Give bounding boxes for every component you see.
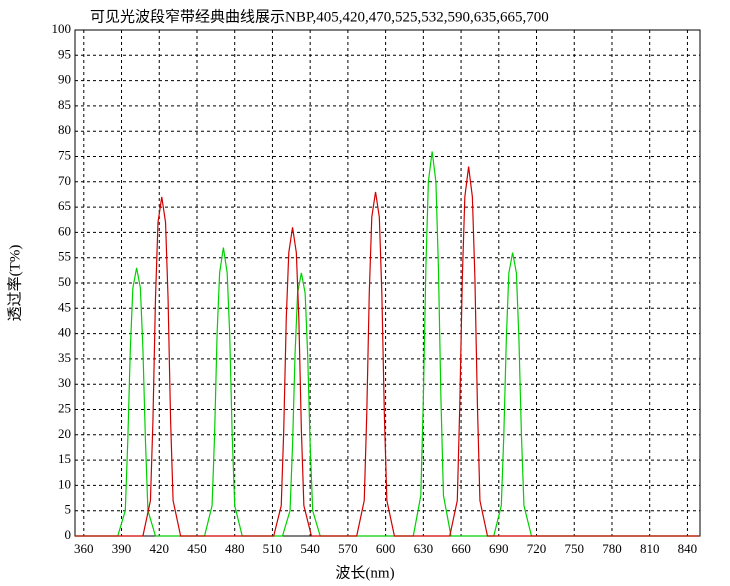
- x-tick-label: 810: [640, 541, 660, 556]
- y-tick-label: 90: [58, 72, 71, 87]
- x-tick-label: 660: [451, 541, 471, 556]
- y-tick-label: 35: [58, 350, 71, 365]
- spectrum-line: [75, 151, 700, 537]
- y-tick-label: 15: [58, 451, 71, 466]
- y-tick-label: 40: [58, 325, 71, 340]
- x-tick-label: 720: [527, 541, 547, 556]
- x-tick-label: 480: [225, 541, 245, 556]
- y-tick-label: 60: [58, 223, 71, 238]
- y-tick-label: 65: [58, 198, 71, 213]
- y-tick-label: 25: [58, 400, 71, 415]
- x-axis-label: 波长(nm): [335, 564, 394, 581]
- y-tick-label: 70: [58, 173, 71, 188]
- y-tick-label: 75: [58, 147, 71, 162]
- x-tick-label: 630: [414, 541, 434, 556]
- x-tick-label: 390: [112, 541, 132, 556]
- y-tick-label: 95: [58, 46, 71, 61]
- y-tick-label: 100: [52, 21, 72, 36]
- x-tick-label: 420: [150, 541, 170, 556]
- x-tick-label: 750: [564, 541, 584, 556]
- y-tick-label: 30: [58, 375, 71, 390]
- x-tick-label: 600: [376, 541, 396, 556]
- x-tick-label: 540: [300, 541, 320, 556]
- spectrum-line: [75, 166, 700, 537]
- x-tick-label: 840: [678, 541, 698, 556]
- x-tick-label: 450: [187, 541, 207, 556]
- y-tick-label: 50: [58, 274, 71, 289]
- chart-title: 可见光波段窄带经典曲线展示NBP,405,420,470,525,532,590…: [90, 7, 549, 25]
- y-axis-label: 透过率(T%): [6, 245, 23, 322]
- x-tick-label: 360: [74, 541, 94, 556]
- y-tick-label: 80: [58, 122, 71, 137]
- y-tick-label: 55: [58, 249, 71, 264]
- x-tick-label: 510: [263, 541, 283, 556]
- x-tick-label: 570: [338, 541, 358, 556]
- y-tick-label: 45: [58, 299, 71, 314]
- y-tick-label: 10: [58, 476, 71, 491]
- y-tick-label: 20: [58, 426, 71, 441]
- y-tick-label: 0: [65, 527, 72, 542]
- x-tick-label: 690: [489, 541, 509, 556]
- y-tick-label: 85: [58, 97, 71, 112]
- x-tick-label: 780: [602, 541, 622, 556]
- y-tick-label: 5: [65, 502, 72, 517]
